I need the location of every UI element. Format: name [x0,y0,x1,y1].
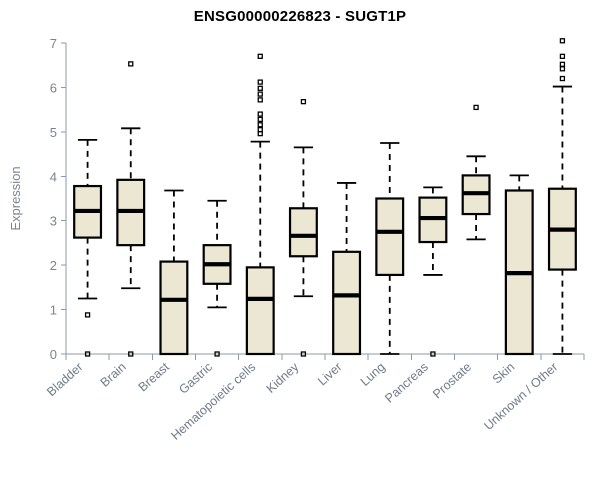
boxplot-box [375,142,405,355]
y-axis: 0 1 2 3 4 5 6 7 [50,36,67,362]
x-tick-label-bladder: Bladder [44,360,85,399]
outlier-point [257,53,263,59]
x-tick-label-brain: Brain [98,360,129,390]
x-tick-label-skin: Skin [490,360,517,387]
boxplot-box [73,138,103,357]
boxplot-box [116,61,146,357]
outlier-point [473,104,479,111]
boxplot-box [288,98,318,357]
y-tick-label: 2 [50,258,57,273]
boxplot-box [332,182,362,356]
box-series [73,38,577,357]
outlier-point [257,111,263,117]
outlier-point [257,97,263,103]
outlier-point [84,312,91,318]
y-tick-label: 7 [50,36,57,51]
outlier-point [257,91,263,97]
boxplot-box [461,104,491,241]
boxplot-box [202,199,232,357]
x-tick-label-unknown-other: Unknown / Other [481,360,560,433]
x-tick-label-prostate: Prostate [430,360,474,402]
chart-title: ENSG00000226823 - SUGT1P [193,8,407,25]
y-axis-title: Expression [8,166,23,230]
outlier-point [257,130,263,137]
outlier-point [300,98,307,105]
outlier-point [559,61,566,67]
box-iqr [288,207,318,258]
outlier-point [257,122,263,128]
y-tick-label: 3 [50,214,57,229]
x-axis [65,353,585,360]
outlier-point [300,351,307,357]
x-tick-label-breast: Breast [136,359,173,394]
outlier-point [257,79,263,85]
x-tick-label-pancreas: Pancreas [382,360,431,406]
y-tick-label: 0 [50,347,57,362]
boxplot-box [245,53,275,356]
outlier-point [430,351,436,357]
y-axis-title-label: Expression [8,166,23,230]
boxplot-box [159,189,189,356]
x-tick-label-liver: Liver [315,360,345,389]
outlier-point [257,85,263,91]
outlier-point [559,38,566,44]
box-iqr [375,197,405,277]
outlier-point [84,351,91,357]
outlier-point [128,351,134,357]
box-iqr [332,250,362,356]
outlier-point [128,61,134,67]
y-tick-label: 4 [50,169,57,184]
boxplot-box [418,186,448,357]
outlier-point [559,66,566,72]
boxplot-box [547,38,577,355]
x-tick-label-hematopoietic-cells: Hematopoietic cells [168,360,258,443]
box-iqr [159,260,189,356]
y-tick-label: 5 [50,125,57,140]
x-tick-label-gastric: Gastric [176,360,215,397]
outlier-point [559,75,566,82]
outlier-point [257,116,263,123]
x-tick-label-kidney: Kidney [264,359,302,395]
y-tick-label: 1 [50,303,57,318]
outlier-point [214,351,220,357]
x-tick-label-lung: Lung [358,360,388,389]
outlier-point [559,53,566,59]
boxplot-box [504,174,534,356]
y-tick-label: 6 [50,80,57,95]
box-iqr [245,266,275,356]
